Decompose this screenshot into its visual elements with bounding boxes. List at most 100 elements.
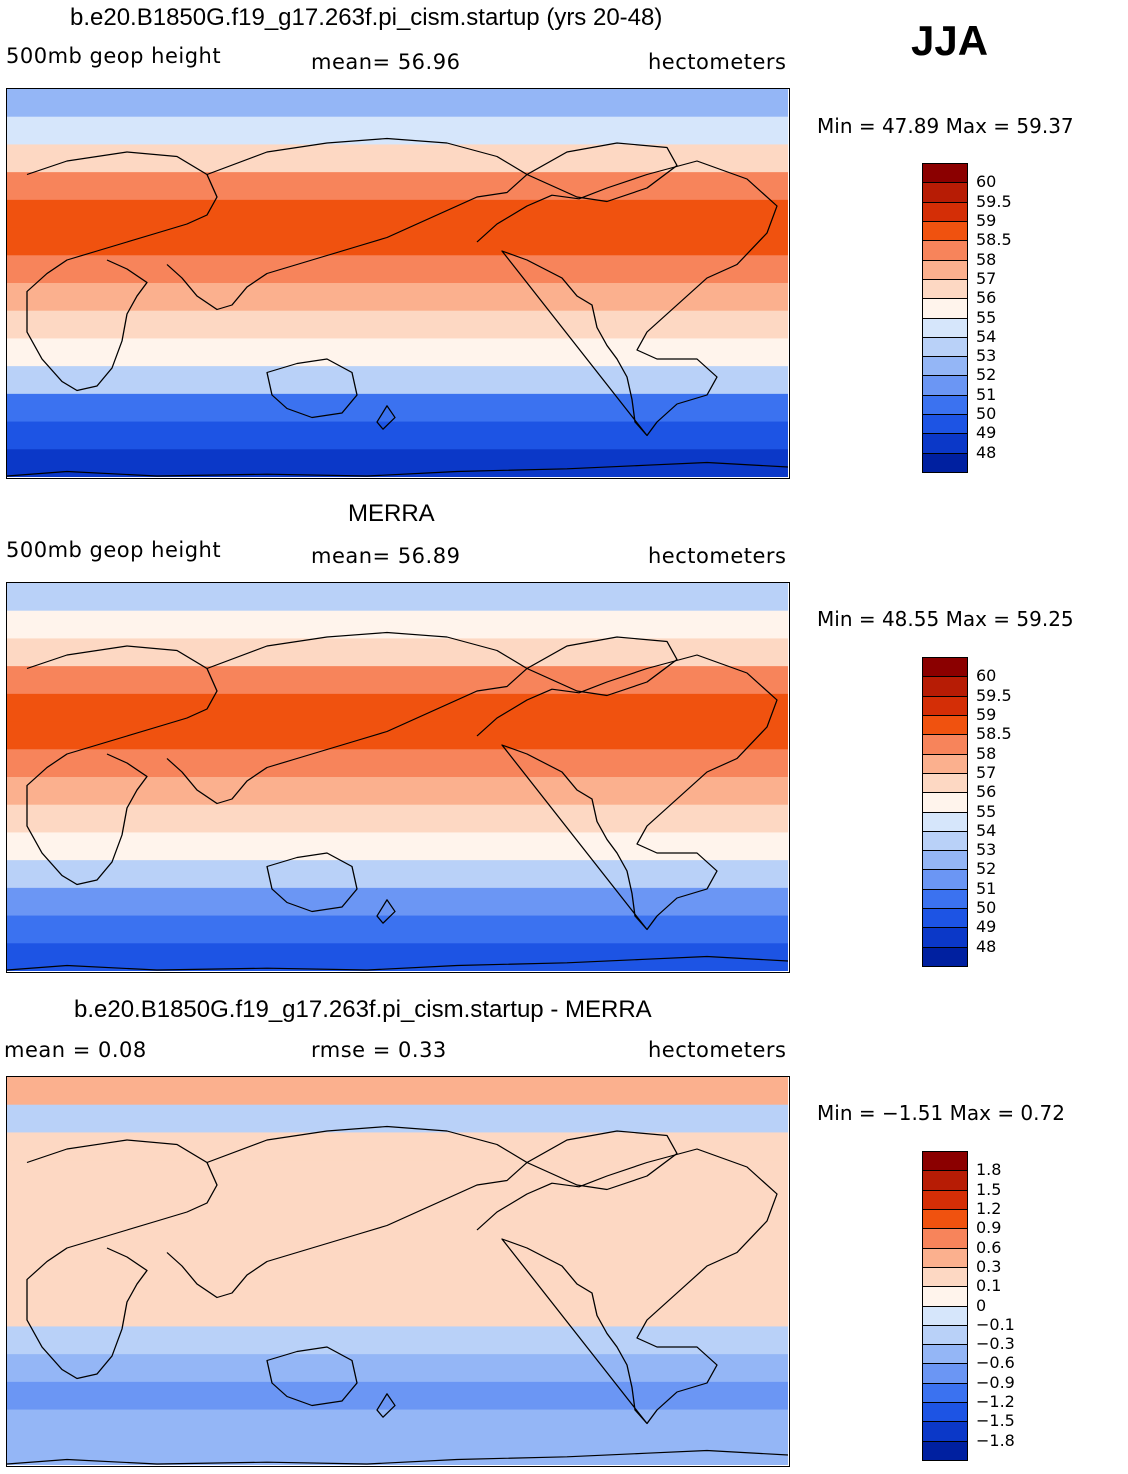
colorbar-label: 58.5: [976, 724, 1012, 744]
panel3-rmse: rmse = 0.33: [311, 1038, 447, 1062]
colorbar-label: 49: [976, 917, 997, 937]
coastline: [476, 160, 778, 436]
coastline: [266, 1346, 358, 1407]
colorbar-swatch: [922, 1170, 968, 1191]
panel2-map: [6, 582, 790, 973]
field-band: [7, 610, 788, 639]
field-band: [7, 255, 788, 284]
colorbar-swatch: [922, 753, 968, 774]
field-band: [7, 666, 788, 695]
colorbar-swatch: [922, 259, 968, 280]
coastline: [26, 151, 218, 392]
colorbar-label: 57: [976, 268, 997, 288]
colorbar-label: 52: [976, 859, 997, 879]
coastline: [476, 1148, 778, 1424]
field-band: [7, 721, 788, 750]
field-band: [7, 366, 788, 395]
colorbar-swatch: [922, 888, 968, 910]
colorbar-swatch: [922, 298, 968, 319]
field-band: [7, 583, 788, 612]
colorbar-swatch: [922, 1421, 968, 1442]
coastlines: [7, 631, 788, 971]
coastline: [7, 1449, 788, 1465]
colorbar-swatch: [922, 792, 968, 813]
season-label: JJA: [911, 17, 989, 64]
field-band: [7, 1409, 788, 1438]
panel1-units: hectometers: [648, 50, 787, 74]
coastline: [266, 358, 358, 419]
field-band: [7, 421, 788, 450]
field-band: [7, 338, 788, 367]
panel1-map-svg: [7, 89, 788, 477]
panel1-title: b.e20.B1850G.f19_g17.263f.pi_cism.startu…: [70, 4, 663, 31]
colorbar-swatch: [922, 676, 968, 697]
colorbar-swatch: [922, 850, 968, 871]
panel2-map-svg: [7, 583, 788, 971]
colorbar-label: 1.8: [976, 1160, 1002, 1180]
panel3-mean: mean = 0.08: [4, 1038, 147, 1062]
field-band: [7, 943, 788, 971]
colorbar-swatch: [922, 1305, 968, 1326]
colorbar-label: 59: [976, 210, 997, 230]
colorbar-swatch: [922, 1382, 968, 1404]
field-band: [7, 1354, 788, 1383]
field-band: [7, 1187, 788, 1217]
coastline: [501, 744, 648, 931]
field-band: [7, 1437, 788, 1465]
coastline: [166, 631, 528, 805]
field-band: [7, 693, 788, 723]
field-band: [7, 832, 788, 861]
colorbar-label: −0.6: [976, 1353, 1015, 1373]
colorbar-swatch: [922, 1228, 968, 1249]
colorbar-label: 60: [976, 172, 997, 192]
field-band: [7, 638, 788, 667]
colorbar-label: 0.1: [976, 1276, 1002, 1296]
coastline: [526, 636, 678, 697]
colorbar-label: 53: [976, 840, 997, 860]
colorbar-swatch: [922, 869, 968, 890]
colorbar-swatch: [922, 356, 968, 377]
panel1-variable: 500mb geop height: [6, 44, 222, 68]
field-band: [7, 1243, 788, 1272]
field-band: [7, 449, 788, 477]
coastline: [526, 142, 678, 203]
colorbar-label: 50: [976, 898, 997, 918]
colorbar-swatch: [922, 772, 968, 794]
colorbar-label: 1.2: [976, 1198, 1002, 1218]
colorbar-label: 56: [976, 288, 997, 308]
coastline: [501, 250, 648, 437]
colorbar-label: 0.6: [976, 1237, 1002, 1257]
colorbar-label: 51: [976, 384, 997, 404]
coastline: [526, 1130, 678, 1191]
field-band: [7, 144, 788, 173]
panel3-map: [6, 1076, 790, 1467]
coastlines: [7, 137, 788, 477]
field-band: [7, 1326, 788, 1355]
coastline: [476, 654, 778, 930]
colorbar-swatch: [922, 1324, 968, 1346]
coastlines: [7, 1125, 788, 1465]
colorbar-label: 48: [976, 442, 997, 462]
colorbar-swatch: [922, 908, 968, 929]
colorbar-label: 0.3: [976, 1256, 1002, 1276]
colorbar-label: 55: [976, 801, 997, 821]
field-band: [7, 1077, 788, 1106]
panel1-mean: mean= 56.96: [311, 50, 461, 74]
coastline: [266, 852, 358, 913]
colorbar-label: 49: [976, 423, 997, 443]
coastline: [26, 1139, 218, 1380]
colorbar-swatch: [922, 182, 968, 203]
field-band: [7, 804, 788, 833]
coastline: [501, 1238, 648, 1425]
field-band: [7, 1298, 788, 1327]
colorbar-label: 58: [976, 249, 997, 269]
coastline: [166, 1125, 528, 1299]
field-band: [7, 777, 788, 806]
colorbar-swatch: [922, 657, 968, 678]
colorbar-swatch: [922, 240, 968, 261]
colorbar-label: 59.5: [976, 685, 1012, 705]
field-band: [7, 1160, 788, 1189]
colorbar-label: 54: [976, 326, 997, 346]
field-band: [7, 89, 788, 118]
field-band: [7, 310, 788, 339]
